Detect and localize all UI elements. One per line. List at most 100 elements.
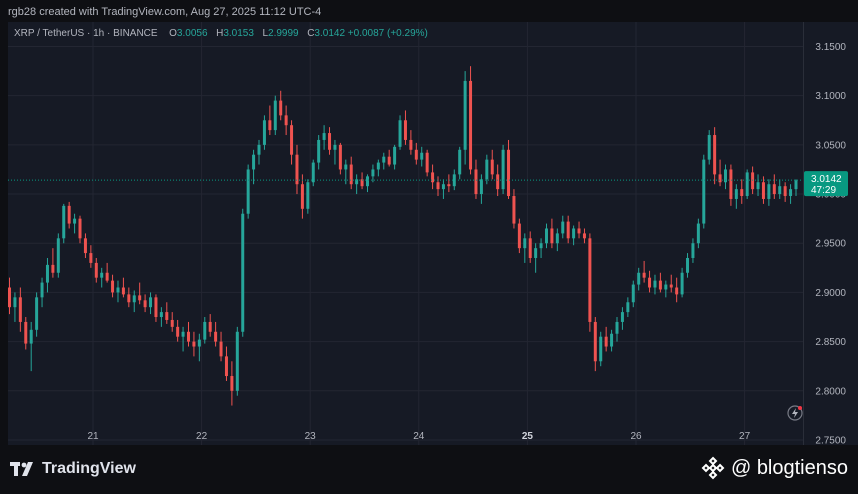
candle-body (761, 182, 765, 199)
candle-body (230, 376, 234, 391)
candle-body (268, 120, 272, 131)
close-value: 3.0142 (314, 28, 346, 39)
candle-body (338, 144, 342, 170)
candle-body (35, 297, 39, 330)
candle-body (219, 341, 223, 357)
candle-body (273, 100, 277, 131)
candle-body (203, 321, 207, 340)
candle-body (718, 174, 722, 183)
candle-body (544, 228, 548, 244)
candle-body (501, 149, 505, 190)
candle-body (485, 159, 489, 180)
candle-body (523, 238, 527, 249)
tradingview-logo[interactable]: TradingView (10, 460, 136, 478)
candle-body (447, 184, 451, 187)
y-tick-label: 3.0500 (815, 140, 846, 151)
lightning-icon[interactable] (787, 405, 803, 421)
candle-body (252, 154, 256, 170)
candle-body (729, 169, 733, 199)
bar-countdown: 47:29 (811, 185, 836, 196)
candle-body (539, 243, 543, 249)
candle-body (648, 277, 652, 288)
open-label: O (169, 28, 177, 39)
candle-body (637, 272, 641, 285)
candle-body (550, 228, 554, 244)
candle-body (328, 133, 332, 150)
candle-body (593, 321, 597, 362)
candle-body (355, 179, 359, 185)
low-value: 2.9999 (268, 28, 299, 39)
candle-body (344, 164, 348, 170)
candle-body (40, 282, 44, 298)
price-axis[interactable] (803, 22, 858, 445)
candle-body (154, 297, 158, 318)
candle-body (170, 319, 174, 327)
candle-body (24, 321, 28, 344)
blog-watermark: @ blogtienso (701, 456, 848, 480)
candle-body (723, 169, 727, 183)
candle-body (322, 133, 326, 140)
candle-body (756, 182, 760, 190)
candle-body (767, 184, 771, 199)
candle-body (528, 238, 532, 258)
candle-body (686, 257, 690, 273)
candle-body (642, 272, 646, 278)
candle-body (214, 331, 218, 342)
candle-body (29, 329, 33, 344)
candle-body (333, 144, 337, 150)
candle-body (382, 156, 386, 163)
candle-body (794, 180, 798, 190)
candle-body (707, 135, 711, 160)
candle-body (121, 287, 125, 295)
candle-body (691, 243, 695, 258)
candle-body (675, 287, 679, 295)
open-value: 3.0056 (176, 28, 208, 39)
candle-body (420, 152, 424, 160)
candle-body (149, 297, 153, 308)
candle-body (778, 186, 782, 195)
candle-body (284, 115, 288, 126)
y-tick-label: 3.1000 (815, 91, 846, 102)
candle-body (181, 331, 185, 337)
candle-body (452, 174, 456, 187)
candle-body (507, 149, 511, 197)
candle-body (159, 312, 163, 318)
candle-body (479, 179, 483, 195)
candle-body (371, 169, 375, 177)
candle-body (680, 272, 684, 295)
tradingview-brand: TradingView (42, 460, 136, 477)
y-tick-label: 2.9000 (815, 288, 846, 299)
candle-body (349, 164, 353, 185)
candle-body (62, 205, 66, 239)
candle-body (490, 159, 494, 175)
candle-body (13, 297, 17, 308)
candle-body (176, 326, 180, 337)
candle-body (534, 248, 538, 258)
candle-body (317, 139, 321, 163)
candle-body (696, 223, 700, 244)
low-label: L (262, 28, 269, 39)
x-tick-label: 24 (413, 431, 425, 442)
candle-body (734, 189, 738, 199)
candle-body (512, 196, 516, 224)
candle-body (306, 182, 310, 209)
candle-body (783, 186, 787, 197)
candle-body (186, 331, 190, 342)
last-price-value: 3.0142 (811, 174, 842, 185)
candle-body (138, 295, 142, 301)
candle-body (295, 154, 299, 185)
x-tick-label: 21 (87, 431, 99, 442)
candle-body (398, 120, 402, 147)
credit-line: rgb28 created with TradingView.com, Aug … (8, 6, 322, 18)
footer-bar: TradingView @ blogtienso (0, 448, 858, 494)
y-tick-label: 2.8500 (815, 337, 846, 348)
candle-body (745, 172, 749, 197)
candle-body (517, 223, 521, 249)
candle-body (51, 264, 55, 273)
chart-plot-area[interactable] (8, 22, 803, 445)
candle-body (631, 284, 635, 303)
x-tick-label: 26 (630, 431, 642, 442)
symbol-label[interactable]: XRP / TetherUS · 1h · BINANCE (14, 28, 158, 39)
candle-body (235, 331, 239, 391)
